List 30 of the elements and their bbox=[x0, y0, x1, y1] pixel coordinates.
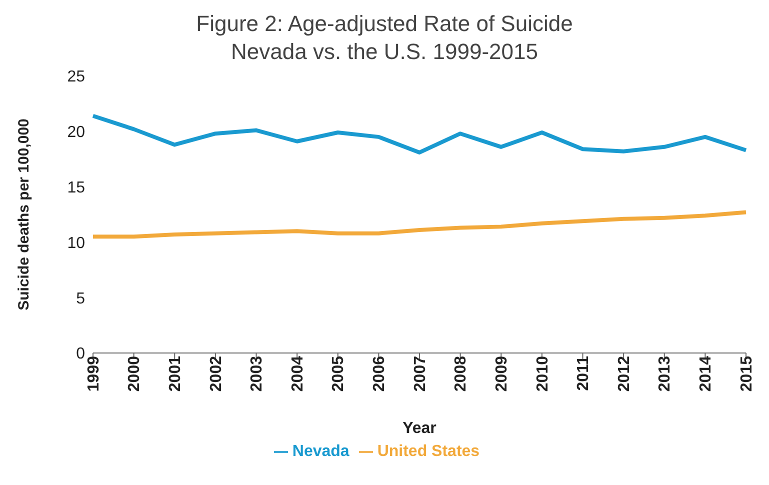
x-tick-label: 2009 bbox=[493, 356, 510, 392]
x-tick-label: 2004 bbox=[289, 356, 306, 392]
y-tick-label: 10 bbox=[67, 234, 86, 252]
y-axis-title: Suicide deaths per 100,000 bbox=[15, 118, 32, 310]
line-series bbox=[91, 114, 748, 154]
x-axis-title: Year bbox=[402, 420, 436, 437]
x-tick-label: 2007 bbox=[412, 356, 429, 392]
x-tick-label: 2015 bbox=[738, 356, 756, 392]
x-tick-label: 2013 bbox=[656, 356, 674, 392]
x-tick-label: 2005 bbox=[330, 356, 348, 392]
x-tick-label: 2006 bbox=[371, 356, 388, 392]
x-tick-label: 2003 bbox=[248, 356, 266, 392]
line-series bbox=[91, 210, 748, 239]
x-tick-label: 2002 bbox=[208, 356, 225, 392]
x-tick-label: 2011 bbox=[575, 356, 592, 391]
y-tick-label: 15 bbox=[67, 179, 86, 196]
y-tick-label: 0 bbox=[76, 346, 86, 363]
chart-title: Figure 2: Age-adjusted Rate of Suicide Nevada vs. the U.S. 1999-2015 bbox=[195, 10, 574, 66]
legend-label: United States bbox=[377, 443, 480, 460]
x-tick-label: 2001 bbox=[166, 356, 184, 392]
x-tick-label: 1999 bbox=[85, 356, 102, 392]
x-tick-label: 2010 bbox=[534, 356, 552, 392]
x-tick-label: 2014 bbox=[698, 356, 715, 392]
y-tick-label: 25 bbox=[67, 68, 86, 86]
legend-label: Nevada bbox=[292, 443, 350, 460]
x-tick-label: 2012 bbox=[616, 356, 633, 392]
x-tick-label: 2000 bbox=[126, 356, 144, 392]
x-tick-label: 2008 bbox=[452, 356, 470, 392]
y-tick-label: 5 bbox=[76, 290, 86, 308]
y-tick-label: 20 bbox=[67, 124, 86, 142]
